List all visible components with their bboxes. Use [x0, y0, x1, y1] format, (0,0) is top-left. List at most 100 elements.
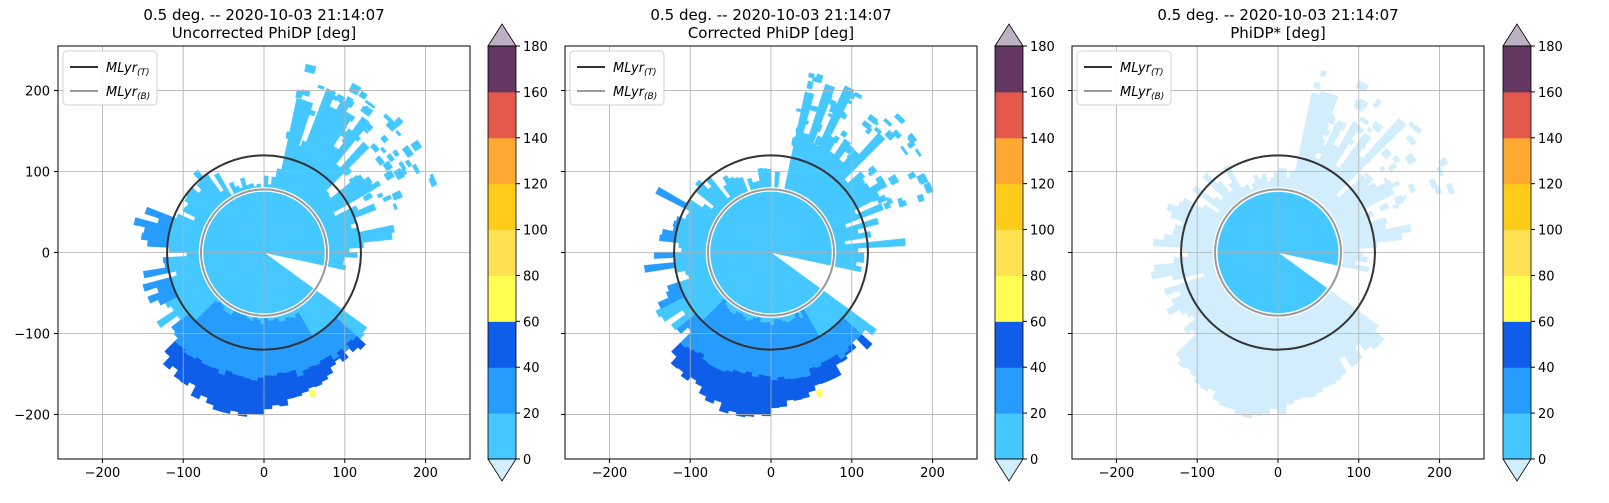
colorbar-segment: [995, 137, 1023, 185]
colorbar-segment: [1503, 46, 1531, 93]
radar-gate: [814, 365, 829, 385]
radar-echo: [892, 129, 902, 140]
radar-echo: [1327, 115, 1337, 125]
colorbar-segment: [995, 91, 1023, 139]
radar-echo: [887, 173, 900, 186]
radar-echo: [300, 89, 311, 97]
radar-echo: [883, 117, 893, 127]
radar-gate: [1335, 217, 1388, 238]
radar-echo: [361, 126, 370, 134]
radar-echo: [1379, 165, 1386, 173]
colorbar-segment: [1503, 275, 1531, 322]
radar-echo: [1359, 156, 1367, 164]
radar-echo: [308, 109, 316, 117]
radar-echo: [300, 140, 309, 149]
legend-label: MLyr(T): [106, 61, 150, 78]
legend: MLyr(T) MLyr(B): [569, 50, 665, 106]
panel-corrected: 0.5 deg. -- 2020-10-03 21:14:07Corrected…: [561, 6, 1055, 482]
chart-title: 0.5 deg. -- 2020-10-03 21:14:07: [143, 6, 384, 24]
radar-gate: [1337, 232, 1403, 247]
radar-echo: [1413, 125, 1423, 135]
mlyr-top-ring: [1180, 154, 1376, 351]
colorbar-tick-label: 120: [1030, 178, 1055, 193]
radar-echo: [873, 126, 883, 135]
radar-echo: [887, 197, 894, 205]
radar-gate: [867, 238, 906, 248]
colorbar-segment: [1503, 183, 1531, 231]
radar-echo: [1383, 128, 1393, 139]
mlyr-bottom-ring: [199, 188, 329, 317]
colorbar-segment: [995, 229, 1023, 276]
radar-echo: [1358, 136, 1366, 145]
radar-echo: [861, 120, 873, 131]
colorbar-tick-label: 160: [1030, 86, 1055, 101]
x-tick-label: −100: [1179, 466, 1215, 481]
colorbar-segment: [1503, 367, 1531, 414]
radar-echo: [870, 117, 879, 126]
radar-gate: [1163, 270, 1222, 296]
radar-echo: [392, 203, 398, 211]
radar-gate: [735, 371, 753, 418]
radar-gate: [1213, 196, 1234, 215]
radar-echo: [362, 192, 373, 202]
radar-echo: [391, 190, 403, 201]
radar-echo: [1307, 133, 1315, 143]
chart-title: 0.5 deg. -- 2020-10-03 21:14:07: [1157, 6, 1398, 24]
radar-gate: [1193, 303, 1248, 387]
colorbar-extend-over: [994, 23, 1024, 47]
radar-gate: [839, 355, 848, 363]
colorbar-tick-label: 0: [1030, 453, 1038, 468]
radar-echo: [884, 129, 896, 141]
colorbar: 0 20 40 60 80 100 120 140 160 180: [487, 23, 548, 482]
colorbar-extend-under: [994, 458, 1024, 482]
colorbar-segment: [995, 413, 1023, 460]
x-tick-label: −100: [672, 466, 708, 481]
mlyr-top-ring: [673, 154, 869, 351]
radar-gate: [308, 389, 317, 398]
radar-gate: [704, 369, 726, 404]
radar-echo: [795, 127, 803, 134]
x-tick-label: −200: [1099, 466, 1135, 481]
radar-echo: [315, 145, 323, 152]
colorbar-tick-label: 100: [523, 224, 548, 239]
radar-echo: [1312, 118, 1318, 124]
radar-echo: [333, 121, 344, 132]
radar-gate: [237, 377, 251, 417]
radar-gate: [698, 366, 720, 398]
colorbar-segment: [995, 46, 1023, 93]
radar-echo: [791, 138, 800, 148]
radar-echo: [907, 171, 917, 180]
radar-echo: [304, 63, 317, 75]
colorbar-tick-label: 180: [523, 40, 548, 55]
radar-gate: [1202, 204, 1228, 223]
radar-echo: [1321, 103, 1332, 113]
radar-echo: [1380, 147, 1393, 160]
radar-field: [133, 63, 438, 417]
radar-echo: [386, 153, 395, 163]
radar-echo: [1407, 182, 1417, 193]
radar-echo: [331, 94, 338, 102]
colorbar-segment: [1503, 321, 1531, 368]
radar-gate: [1152, 238, 1218, 250]
radar-echo: [1360, 143, 1367, 150]
radar-echo: [835, 108, 846, 118]
colorbar-tick-label: 120: [1538, 178, 1563, 193]
colorbar-segment: [488, 229, 516, 276]
y-tick-label: 200: [25, 85, 50, 100]
radar-echo: [401, 144, 414, 159]
x-tick-label: 100: [332, 466, 357, 481]
radar-gate: [1166, 279, 1226, 316]
radar-echo: [815, 116, 823, 122]
radar-echo: [1391, 154, 1401, 164]
colorbar-tick-label: 140: [1030, 132, 1055, 147]
x-tick-label: 100: [1346, 466, 1371, 481]
radar-echo: [1387, 162, 1398, 172]
colorbar-tick-label: 120: [523, 178, 548, 193]
colorbar-extend-over: [1502, 23, 1532, 47]
radar-echo: [1383, 186, 1395, 198]
chart-subtitle: PhiDP* [deg]: [1230, 24, 1326, 42]
colorbar: 0 20 40 60 80 100 120 140 160 180: [994, 23, 1055, 482]
x-tick-label: 200: [413, 466, 438, 481]
radar-gate: [1173, 255, 1218, 264]
radar-echo: [329, 128, 338, 137]
